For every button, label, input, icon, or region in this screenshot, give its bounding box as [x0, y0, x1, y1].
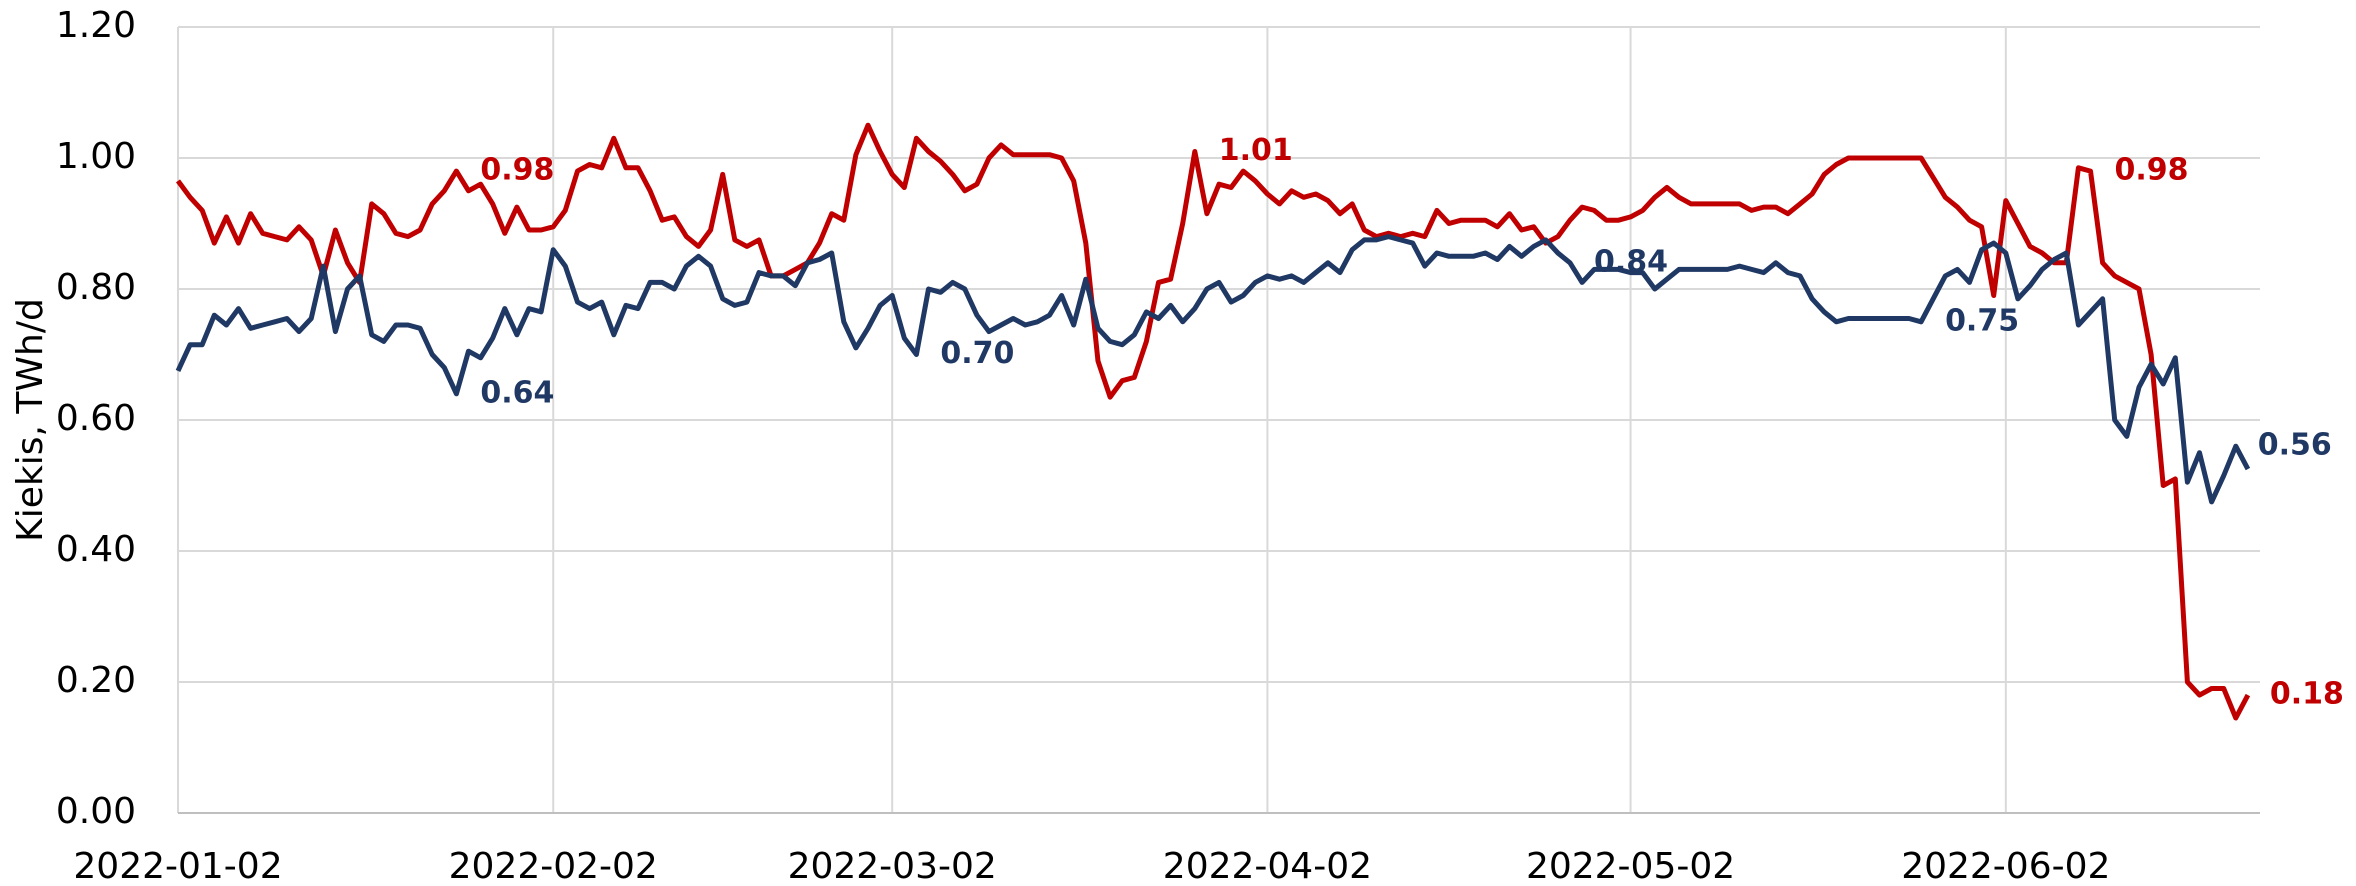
- y-tick-label: 1.20: [56, 5, 136, 46]
- data-label: 0.98: [2115, 153, 2189, 188]
- x-tick-label: 2022-02-02: [449, 846, 658, 886]
- data-label: 0.64: [480, 375, 554, 410]
- y-tick-label: 0.20: [56, 660, 136, 701]
- y-tick-label: 0.60: [56, 398, 136, 439]
- series-line: [175, 234, 2251, 505]
- data-label: 0.56: [2258, 428, 2332, 463]
- y-tick-label: 0.00: [56, 791, 136, 832]
- x-tick-label: 2022-03-02: [788, 846, 997, 886]
- x-tick-label: 2022-01-02: [73, 846, 282, 886]
- x-tick-label: 2022-06-02: [1901, 846, 2110, 886]
- y-tick-label: 0.40: [56, 529, 136, 570]
- y-axis-label: Kiekis, TWh/d: [10, 298, 51, 542]
- y-tick-label: 0.80: [56, 267, 136, 308]
- series-line: [175, 122, 2251, 721]
- y-tick-label: 1.00: [56, 136, 136, 177]
- x-tick-label: 2022-04-02: [1163, 846, 1372, 886]
- data-label: 0.84: [1594, 244, 1668, 279]
- data-label: 1.01: [1219, 133, 1293, 168]
- data-label: 0.75: [1945, 303, 2019, 338]
- data-label: 0.18: [2270, 677, 2344, 712]
- data-label: 0.98: [480, 153, 554, 188]
- x-tick-label: 2022-05-02: [1526, 846, 1735, 886]
- data-label: 0.70: [940, 336, 1014, 371]
